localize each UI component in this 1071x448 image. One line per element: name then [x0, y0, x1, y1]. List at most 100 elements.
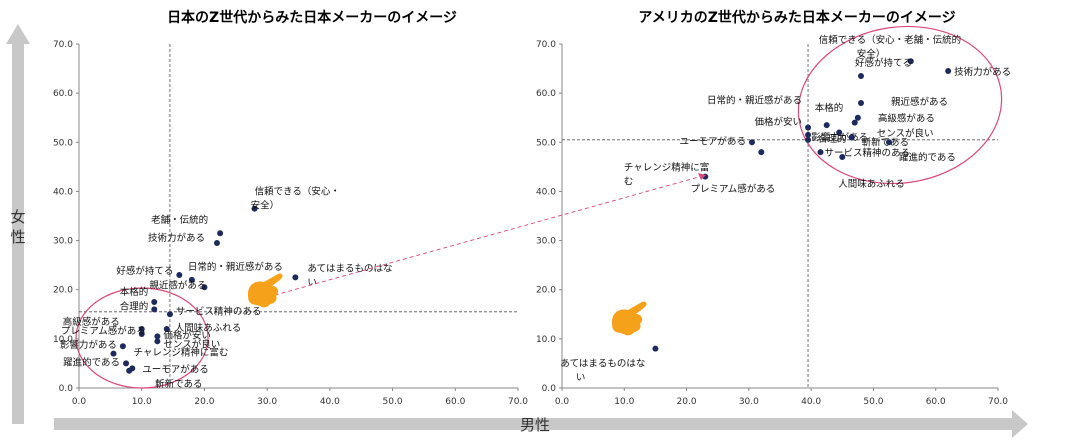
- chart-title: アメリカのZ世代からみた日本メーカーのイメージ: [638, 9, 955, 26]
- data-label: 日常的・親近感がある: [707, 95, 802, 107]
- data-label-line: 斬新である: [862, 136, 909, 148]
- data-point: [823, 122, 830, 129]
- data-point-group: あてはまるものはない: [560, 345, 659, 384]
- data-label: ユーモアがある: [142, 363, 209, 375]
- data-label-line: 合理的: [818, 133, 847, 145]
- y-tick-label: 40.0: [536, 187, 556, 197]
- data-point-group: 本格的: [815, 102, 843, 129]
- data-label: 技術力がある: [148, 232, 205, 244]
- data-point: [166, 311, 173, 318]
- data-point-group: サービス精神のある: [166, 305, 261, 318]
- data-label: 影響力がある: [60, 339, 117, 351]
- data-label-line: い: [307, 277, 317, 288]
- x-tick-label: 0.0: [72, 397, 87, 407]
- data-label: 価格が安い: [163, 329, 211, 341]
- chart-panel-1: 日本のZ世代からみた日本メーカーのイメージ 0.0 10.0 20.0 30.0 40.0…: [53, 9, 528, 407]
- data-label-line: 安全）: [857, 48, 886, 60]
- data-point: [945, 68, 952, 75]
- data-point-group: 本格的: [120, 286, 158, 305]
- data-label: 躍進的である: [63, 356, 120, 368]
- data-point-group: 好感が持てる: [116, 265, 183, 278]
- data-label-line: 躍進的である: [63, 356, 120, 368]
- data-point-group: センスが良い: [851, 119, 934, 140]
- data-label-line: 親近感がある: [149, 279, 206, 291]
- data-point: [805, 131, 812, 138]
- y-tick-label: 0.0: [59, 384, 74, 394]
- data-point-group: 高級感がある: [63, 316, 145, 333]
- data-label-line: センスが良い: [877, 128, 934, 140]
- data-point: [110, 350, 117, 357]
- data-label-line: 安全）: [251, 200, 280, 212]
- data-point-group: あてはまるものはない: [292, 263, 392, 288]
- hand-icon-shape: [612, 301, 647, 336]
- data-label: 老舗・伝統的: [151, 214, 208, 226]
- data-label-line: 技術力がある: [954, 66, 1011, 78]
- y-axis-arrow-head: [6, 24, 30, 44]
- data-point: [805, 124, 812, 131]
- hand-icon-shape: [248, 273, 283, 308]
- data-label-line: あてはまるものはな: [560, 359, 645, 370]
- data-point: [748, 139, 755, 146]
- x-tick-label: 10.0: [132, 397, 152, 407]
- data-point: [817, 149, 824, 156]
- data-point-group: 親近感がある: [857, 96, 948, 108]
- x-tick-label: 20.0: [677, 397, 697, 407]
- data-point-group: 高級感がある: [854, 113, 935, 125]
- connector-line: [267, 174, 707, 298]
- data-label: 斬新である: [862, 136, 909, 148]
- data-point: [805, 136, 812, 143]
- data-label: 高級感がある: [878, 113, 935, 125]
- data-label: サービス精神のある: [824, 147, 910, 159]
- data-label: 影響力がある: [811, 131, 868, 143]
- data-point-group: 価格が安い: [154, 329, 211, 341]
- data-label: チャレンジ精神に富む: [624, 162, 710, 188]
- data-label: 親近感がある: [891, 96, 948, 108]
- data-point-group: 合理的: [120, 300, 158, 313]
- data-point-group: 躍進的である: [63, 356, 130, 368]
- data-label-line: センスが良い: [163, 338, 220, 350]
- data-point-group: 人間味あふれる: [163, 322, 241, 334]
- data-label: 信頼できる（安心・安全）: [251, 186, 340, 212]
- data-point-group: 親近感がある: [149, 279, 208, 291]
- data-label-line: む: [624, 177, 634, 188]
- data-point: [857, 99, 864, 106]
- data-label-line: 躍進的である: [899, 151, 956, 163]
- data-point-group: 価格が安い: [755, 116, 812, 138]
- y-tick-label: 40.0: [53, 187, 73, 197]
- data-label-line: プレミアム感がある: [690, 183, 775, 195]
- data-label: あてはまるものはない: [560, 359, 645, 384]
- pointing-hand-icon: [248, 273, 283, 308]
- x-tick-label: 30.0: [257, 397, 277, 407]
- data-point: [854, 114, 861, 121]
- data-label-line: プレミアム感がある: [61, 325, 146, 337]
- data-label: 高級感がある: [63, 316, 120, 328]
- data-label: センスが良い: [877, 128, 934, 140]
- data-label-line: 老舗・伝統的: [151, 214, 208, 226]
- data-point: [839, 154, 846, 161]
- y-tick-label: 70.0: [53, 40, 73, 50]
- data-point: [188, 276, 195, 283]
- data-label-line: 日常的・親近感がある: [188, 261, 283, 273]
- y-axis-label: 女性: [10, 208, 25, 246]
- x-tick-label: 50.0: [863, 397, 883, 407]
- data-label-line: 影響力がある: [811, 131, 868, 143]
- data-label-line: 影響力がある: [60, 339, 117, 351]
- data-point-group: 躍進的である: [886, 139, 956, 163]
- data-label-line: 価格が安い: [755, 116, 803, 128]
- x-axis-arrow-shaft: [54, 418, 1014, 430]
- data-point-group: 合理的: [805, 133, 847, 145]
- data-point-group: 人間味あふれる: [838, 154, 905, 190]
- data-point-group: 技術力がある: [148, 232, 220, 247]
- connector-arrow-head: [698, 173, 706, 180]
- y-tick-label: 10.0: [53, 335, 73, 345]
- data-label: 親近感がある: [149, 279, 206, 291]
- data-label: 好感が持てる: [855, 57, 912, 69]
- y-axis-label-char: 女: [10, 208, 25, 226]
- data-point: [126, 367, 133, 374]
- data-label: チャレンジ精神に富む: [133, 347, 228, 359]
- x-tick-label: 60.0: [445, 397, 465, 407]
- data-point-group: 信頼できる（安心・老舗・伝統的安全）: [819, 34, 961, 65]
- data-point-group: 日常的・親近感がある: [707, 95, 812, 131]
- data-point: [119, 343, 126, 350]
